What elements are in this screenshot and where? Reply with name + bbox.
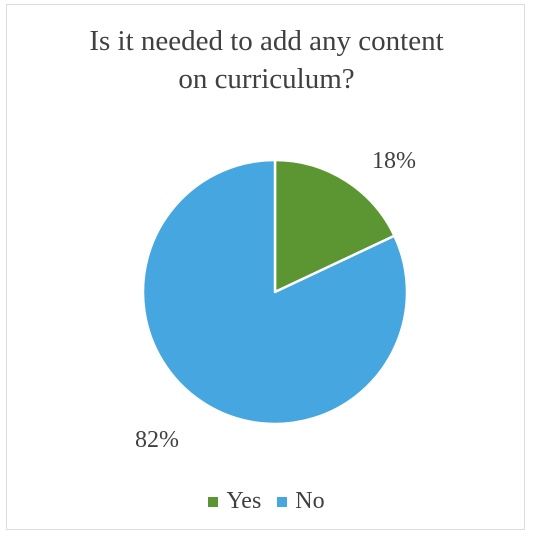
legend-label-no: No bbox=[295, 488, 325, 514]
pie-slice-yes bbox=[273, 158, 396, 294]
legend-item-yes: Yes bbox=[208, 488, 261, 515]
pie-slice-no bbox=[141, 158, 409, 426]
data-label-no: 82% bbox=[135, 427, 179, 453]
pie-slices bbox=[141, 158, 409, 426]
legend-label-yes: Yes bbox=[226, 488, 262, 514]
legend-swatch-yes bbox=[208, 496, 219, 507]
pie-data-labels: 18% 82% bbox=[135, 148, 416, 453]
data-label-yes: 18% bbox=[372, 148, 416, 174]
legend: Yes No bbox=[0, 488, 533, 515]
legend-swatch-no bbox=[277, 496, 288, 507]
chart-title-line-1: Is it needed to add any content bbox=[89, 25, 444, 57]
chart-title-line-2: on curriculum? bbox=[178, 63, 355, 95]
chart-title: Is it needed to add any content on curri… bbox=[0, 22, 533, 98]
legend-item-no: No bbox=[277, 488, 325, 515]
